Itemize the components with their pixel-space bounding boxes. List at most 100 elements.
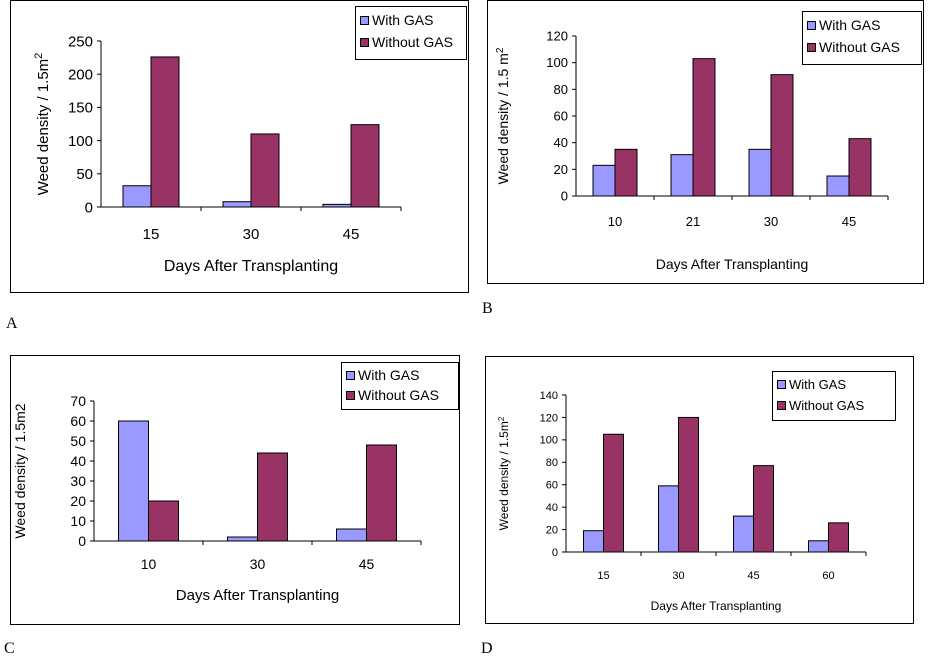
- y-tick-label: 80: [554, 82, 568, 97]
- bar-without-gas: [257, 452, 288, 542]
- chart-panel-a: 0 50 100 150 200 250 15 30 45 Days After Transpla…: [10, 0, 469, 293]
- y-axis-title: Weed density / 1.5m2: [12, 403, 28, 538]
- bar-with-gas: [592, 164, 616, 197]
- x-tick-label: 30: [764, 214, 778, 229]
- y-tick-label: 100: [546, 55, 568, 70]
- bar-with-gas: [670, 154, 694, 197]
- y-tick-label: 120: [540, 412, 558, 424]
- bar-without-gas: [828, 522, 849, 553]
- bar-without-gas: [770, 74, 794, 197]
- legend-label-without-gas: Without GAS: [358, 387, 439, 403]
- x-tick-label: 21: [686, 214, 700, 229]
- panel-letter-b: B: [482, 300, 493, 317]
- bar-without-gas: [614, 148, 638, 197]
- bar-without-gas: [678, 416, 699, 553]
- legend-label-with-gas: With GAS: [358, 367, 420, 383]
- with-gas-swatch: [360, 15, 369, 25]
- y-tick-label: 0: [85, 199, 93, 216]
- legend-label-with-gas: With GAS: [789, 377, 847, 392]
- bar-without-gas: [366, 444, 397, 542]
- chart-panel-b: 0 20 40 60 80 100 120 10 21 30 45 Days After Transp…: [487, 0, 924, 284]
- legend-item-without-gas: Without GAS: [360, 31, 462, 53]
- bar-with-gas: [748, 148, 772, 197]
- bar-without-gas: [150, 56, 180, 208]
- bar-without-gas: [603, 433, 624, 553]
- x-tick-label: 15: [597, 570, 609, 582]
- bar-with-gas: [808, 540, 829, 553]
- y-tick-label: 80: [546, 457, 558, 469]
- y-axis-title: Weed density / 1.5m2: [33, 53, 52, 196]
- legend-item-with-gas: With GAS: [360, 9, 462, 31]
- bar-with-gas: [227, 536, 258, 542]
- y-tick-label: 40: [70, 453, 86, 469]
- bar-with-gas: [118, 420, 149, 542]
- without-gas-swatch: [777, 401, 786, 410]
- y-tick-label: 60: [554, 109, 568, 124]
- y-tick-label: 0: [78, 533, 86, 549]
- x-tick-label: 15: [143, 226, 160, 243]
- y-axis-title-superscript: 2: [497, 416, 506, 421]
- chart-panel-d: 0 20 40 60 80 100 120 140 15 30 45 60 Days After Tra…: [485, 356, 914, 624]
- y-tick-label: 50: [70, 433, 86, 449]
- chart-a-legend: With GAS Without GAS: [355, 6, 467, 60]
- chart-b-legend: With GAS Without GAS: [802, 11, 922, 65]
- chart-panel-c: 0 10 20 30 40 50 60 70 10 30 45 Days After Transpla…: [10, 355, 460, 625]
- bar-with-gas: [222, 201, 252, 208]
- x-axis-title: Days After Transplanting: [176, 587, 339, 604]
- y-axis-title: Weed density / 1.5 m2: [495, 47, 512, 184]
- y-tick-label: 60: [546, 480, 558, 492]
- y-tick-label: 30: [70, 473, 86, 489]
- legend-item-without-gas: Without GAS: [807, 36, 917, 58]
- legend-item-without-gas: Without GAS: [346, 385, 454, 405]
- chart-a-svg: 0 50 100 150 200 250 15 30 45 Days After Transpla…: [33, 33, 402, 275]
- bar-with-gas: [733, 515, 754, 553]
- bar-with-gas: [322, 203, 352, 208]
- y-tick-label: 70: [70, 393, 86, 409]
- y-tick-label: 100: [540, 435, 558, 447]
- panel-letter-d: D: [481, 640, 493, 657]
- bar-without-gas: [753, 465, 774, 553]
- x-tick-label: 45: [842, 214, 856, 229]
- bar-without-gas: [848, 138, 872, 197]
- bar-with-gas: [336, 528, 367, 542]
- y-tick-label: 0: [552, 547, 558, 559]
- y-tick-label: 250: [68, 33, 93, 50]
- chart-d-legend: With GAS Without GAS: [772, 371, 896, 421]
- panel-letter-c: C: [4, 640, 15, 657]
- with-gas-swatch: [346, 370, 355, 380]
- legend-item-with-gas: With GAS: [346, 365, 454, 385]
- legend-item-with-gas: With GAS: [807, 14, 917, 36]
- legend-label-without-gas: Without GAS: [372, 34, 453, 50]
- y-axis-title-superscript: 2: [495, 47, 506, 53]
- x-tick-label: 45: [747, 570, 759, 582]
- y-tick-label: 40: [554, 135, 568, 150]
- y-tick-label: 20: [546, 524, 558, 536]
- without-gas-swatch: [807, 42, 816, 52]
- x-axis-title: Days After Transplanting: [656, 256, 809, 272]
- bar-with-gas: [826, 175, 850, 197]
- bar-with-gas: [658, 485, 679, 553]
- x-tick-label: 10: [141, 556, 157, 572]
- chart-c-legend: With GAS Without GAS: [341, 362, 459, 410]
- x-tick-label: 30: [672, 570, 684, 582]
- bar-without-gas: [692, 58, 716, 197]
- y-tick-label: 100: [68, 133, 93, 150]
- y-axis-title: Weed density / 1.5m2: [497, 416, 512, 530]
- y-tick-label: 140: [540, 390, 558, 402]
- bar-with-gas: [122, 185, 152, 208]
- y-tick-label: 40: [546, 502, 558, 514]
- with-gas-swatch: [807, 20, 816, 30]
- y-axis-title-superscript: 2: [33, 53, 45, 59]
- y-tick-label: 20: [554, 162, 568, 177]
- y-tick-label: 0: [561, 189, 568, 204]
- x-axis-title: Days After Transplanting: [651, 599, 782, 613]
- x-tick-label: 45: [359, 556, 375, 572]
- chart-d-svg: 0 20 40 60 80 100 120 140 15 30 45 60 Days After Tra…: [497, 390, 867, 613]
- legend-label-with-gas: With GAS: [372, 12, 434, 28]
- bar-without-gas: [148, 500, 179, 542]
- y-tick-label: 200: [68, 66, 93, 83]
- y-tick-label: 50: [76, 166, 93, 183]
- x-tick-label: 45: [343, 226, 360, 243]
- legend-label-without-gas: Without GAS: [819, 39, 900, 55]
- y-tick-label: 60: [70, 413, 86, 429]
